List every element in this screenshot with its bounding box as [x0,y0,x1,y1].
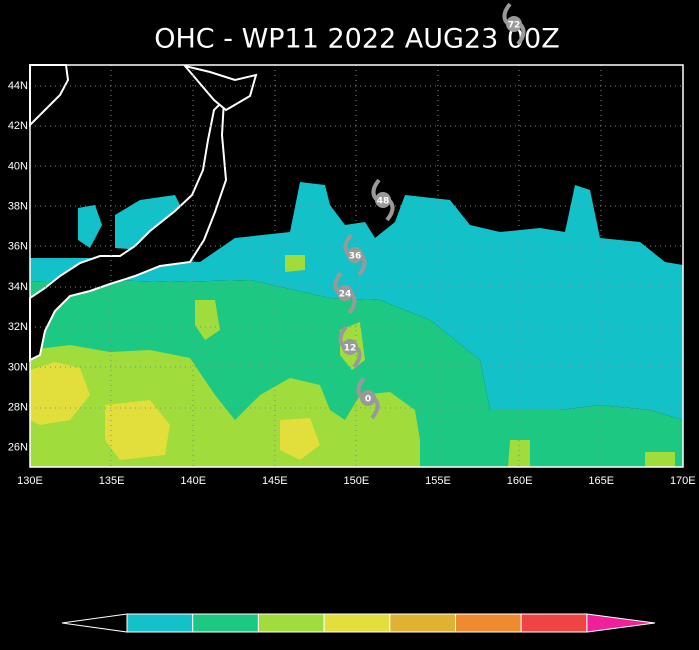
lon-label: 165E [588,475,614,487]
colorbar-label: 150 [510,633,534,649]
colorbar-box [323,613,391,633]
lon-label: 145E [262,475,288,487]
forecast-hour: 36 [349,252,362,262]
axis-labels: 44N 42N 40N 38N 36N 34N 32N 30N 28N 26N 130E 135E 14… [8,80,696,487]
lon-label: 140E [180,475,206,487]
colorbar-label: 0 [123,633,131,649]
lat-label: 42N [8,120,28,132]
storm-center [506,16,522,32]
colorbar-label: 50 [316,633,332,649]
lat-label: 38N [8,201,28,213]
storm-marker: 24 [333,271,357,315]
storm-center [375,192,391,208]
storm-center [337,285,353,301]
colorbar-box [126,613,194,633]
lat-label: 30N [8,361,28,373]
lon-label: 160E [507,475,533,487]
forecast-hour: 48 [377,197,390,207]
forecast-hour: 12 [344,344,357,354]
lon-label: 170E [670,475,696,487]
lat-label: 34N [8,281,28,293]
lat-label: 44N [8,80,28,92]
colorbar-high [586,613,656,633]
storm-center [360,390,376,406]
colorbar-box [192,613,259,633]
colorbar-box [520,613,588,633]
storm-marker: 0 [356,376,380,420]
colorbar-label: 35 [251,633,267,649]
storm-center [347,247,363,263]
forecast-hour: 24 [339,290,352,300]
forecast-hour: 0 [365,395,371,405]
lat-label: 40N [8,160,28,172]
lat-label: 26N [8,442,28,454]
lon-label: 135E [99,475,125,487]
title: OHC - WP11 2022 AUG23 00Z [154,24,559,55]
colorbar-label: 15 [185,633,201,649]
storm-marker: 72 [502,2,526,46]
storm-center [342,339,358,355]
map [29,64,684,468]
lat-label: 32N [8,321,28,333]
storm-marker: 12 [338,325,362,369]
lon-label: 155E [425,475,451,487]
colorbar-box [455,613,522,633]
storm-track: 0 12 24 36 48 72 [333,2,526,420]
colorbar-label: 100 [444,633,468,649]
lat-label: 28N [8,402,28,414]
storm-marker: 48 [371,178,395,222]
colorbar-label: 75 [382,633,398,649]
lat-label: 36N [8,241,28,253]
lon-label: 150E [344,475,370,487]
colorbar-label: 200 [575,633,599,649]
forecast-hour: 72 [508,21,521,31]
colorbar: 0 15 35 50 75 100 150 200 [61,613,656,649]
storm-marker: 36 [343,233,367,277]
lon-label: 130E [17,475,43,487]
colorbar-box [389,613,456,633]
colorbar-box [257,613,325,633]
